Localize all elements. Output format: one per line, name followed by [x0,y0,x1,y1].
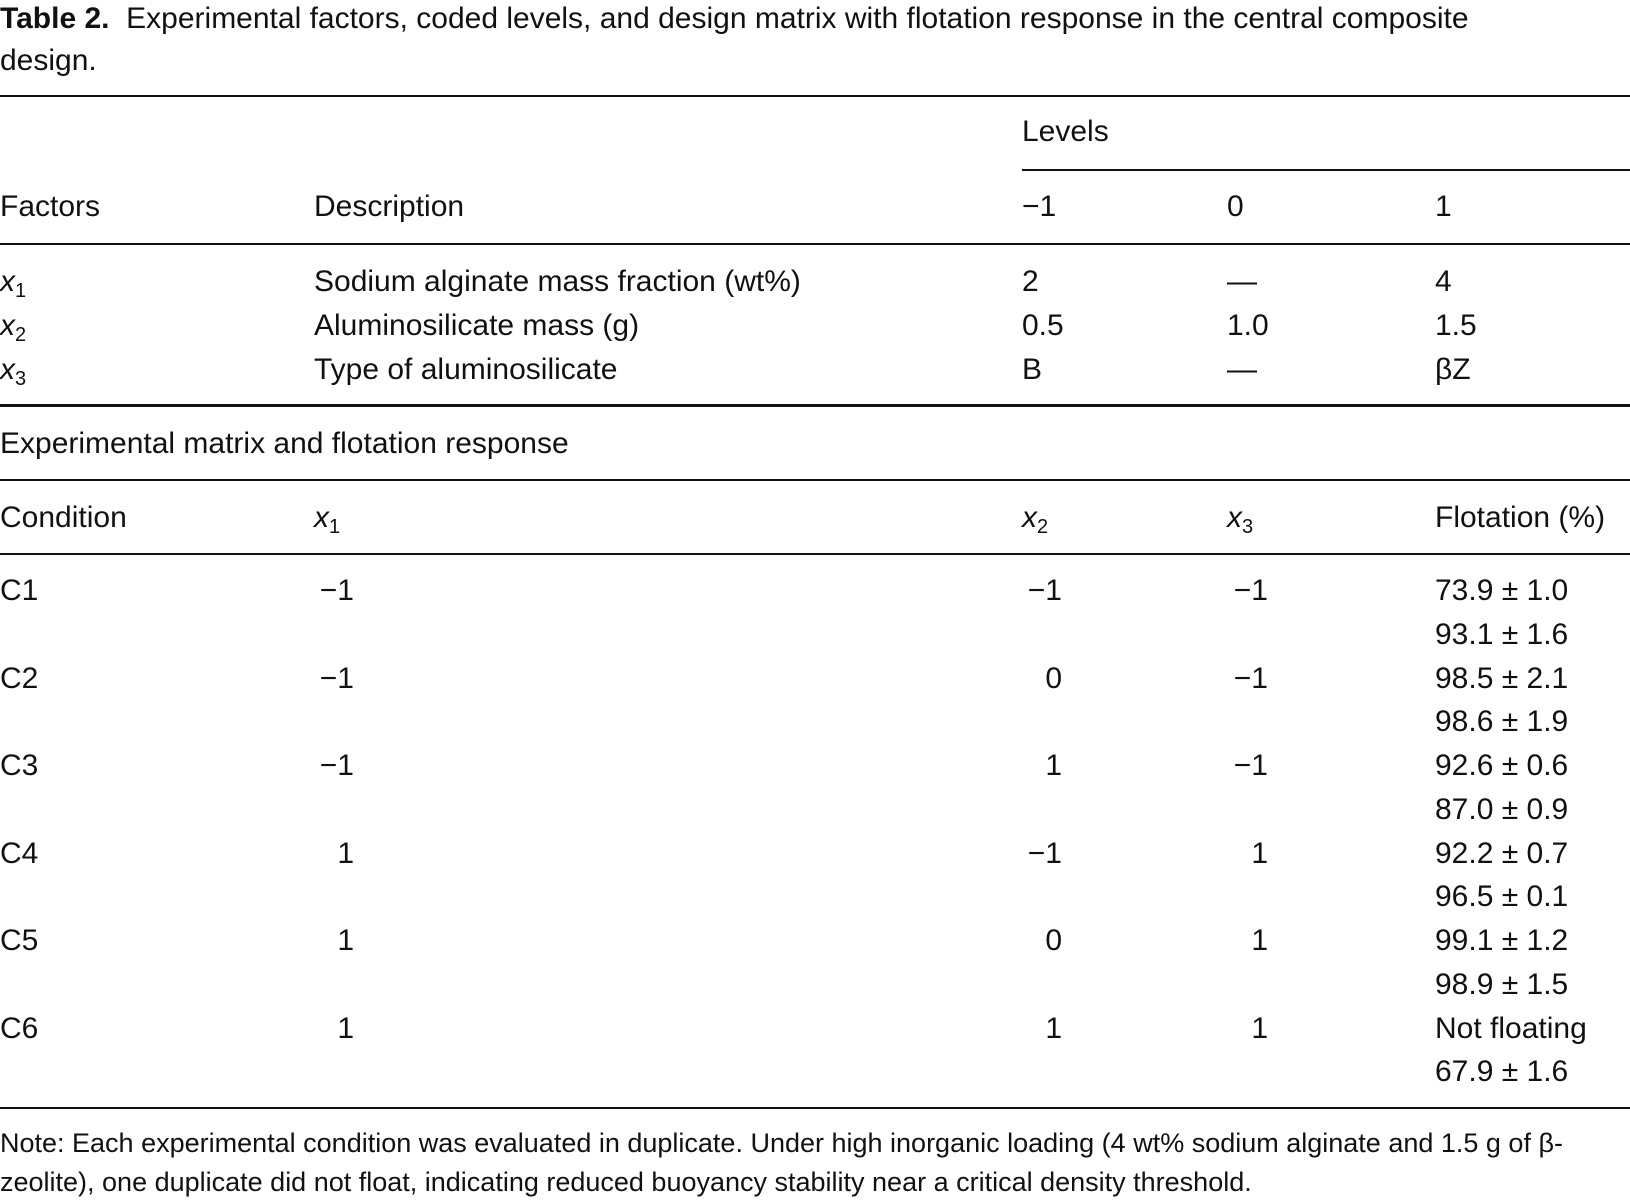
column-header: 1 [1435,190,1452,223]
rule [0,404,1630,407]
table-cell: x2 [0,308,26,353]
subscript: 3 [1242,516,1254,538]
coded-level: 1 [1251,836,1268,870]
coded-level: 1 [1251,1011,1268,1045]
coded-level: 1 [1045,749,1062,782]
caption-label: Table 2. [0,2,110,35]
table-cell: — [1227,265,1257,298]
rule [0,243,1630,245]
table-cell: βZ [1435,353,1471,386]
variable: x [1022,501,1037,534]
table-cell: 4 [1435,265,1452,298]
condition: C4 [0,836,39,870]
flotation-value: 96.5 ± 0.1 [1435,880,1569,914]
coded-level: −1 [1233,574,1268,607]
table-cell: 1.0 [1227,309,1269,342]
subscript: 2 [1037,516,1049,538]
coded-level: −1 [319,661,354,695]
column-header: −1 [1022,190,1057,223]
group-header: Levels [1022,115,1109,148]
table-cell: x1 [0,264,26,309]
column-header: Condition [0,501,127,534]
table-cell: Type of aluminosilicate [314,353,618,386]
condition: C6 [0,1011,39,1045]
coded-level: −1 [1027,836,1062,870]
rule [1022,169,1630,171]
flotation-value: Not floating [1435,1011,1587,1045]
table-cell: x3 [0,352,26,397]
table-cell: Aluminosilicate mass (g) [314,309,640,342]
table-cell: — [1227,353,1257,386]
column-header: Flotation (%) [1435,501,1606,534]
subscript: 2 [15,324,27,346]
variable: x [0,309,15,342]
subscript: 3 [15,368,27,390]
coded-level: 1 [337,836,354,870]
coded-level: −1 [1027,574,1062,607]
table-cell: 0.5 [1022,309,1064,342]
section-title: Experimental matrix and flotation respon… [0,427,569,460]
note: Note: Each experimental condition was ev… [0,1128,1563,1197]
condition: C1 [0,574,39,607]
coded-level: −1 [319,749,354,782]
column-header: Description [314,190,465,223]
coded-level: 0 [1045,924,1062,957]
caption: Table 2. Experimental factors, coded lev… [0,0,1540,82]
table-cell: 1.5 [1435,309,1477,342]
subscript: 1 [15,280,27,302]
variable: x [0,265,15,298]
coded-level: −1 [1233,661,1268,695]
column-header: x2 [1022,500,1048,545]
condition: C3 [0,749,39,782]
flotation-value: 99.1 ± 1.2 [1435,924,1569,957]
coded-level: 1 [337,924,354,957]
flotation-value: 92.2 ± 0.7 [1435,836,1569,870]
column-header: 0 [1227,190,1244,223]
coded-level: 1 [1251,924,1268,957]
flotation-value: 92.6 ± 0.6 [1435,749,1569,782]
condition: C2 [0,661,39,695]
flotation-value: 98.9 ± 1.5 [1435,967,1569,1001]
column-header: x1 [314,500,340,545]
rule [0,1107,1630,1109]
variable: x [314,501,329,534]
rule [0,553,1630,555]
subscript: 1 [329,516,341,538]
column-header: Factors [0,190,101,223]
table-cell: B [1022,353,1043,386]
coded-level: −1 [1233,749,1268,782]
flotation-value: 73.9 ± 1.0 [1435,574,1569,607]
condition: C5 [0,924,39,957]
rule [0,95,1630,97]
variable: x [1227,501,1242,534]
flotation-value: 98.6 ± 1.9 [1435,705,1569,739]
coded-level: 1 [1045,1011,1062,1045]
rule [0,479,1630,481]
coded-level: 0 [1045,661,1062,695]
flotation-value: 98.5 ± 2.1 [1435,661,1569,695]
flotation-value: 93.1 ± 1.6 [1435,617,1569,651]
caption-text: Experimental factors, coded levels, and … [0,2,1469,77]
coded-level: −1 [319,574,354,607]
flotation-value: 67.9 ± 1.6 [1435,1055,1569,1089]
coded-level: 1 [337,1011,354,1045]
column-header: x3 [1227,500,1253,545]
variable: x [0,353,15,386]
table-cell: Sodium alginate mass fraction (wt%) [314,265,801,298]
table-cell: 2 [1022,265,1039,298]
flotation-value: 87.0 ± 0.9 [1435,792,1569,826]
